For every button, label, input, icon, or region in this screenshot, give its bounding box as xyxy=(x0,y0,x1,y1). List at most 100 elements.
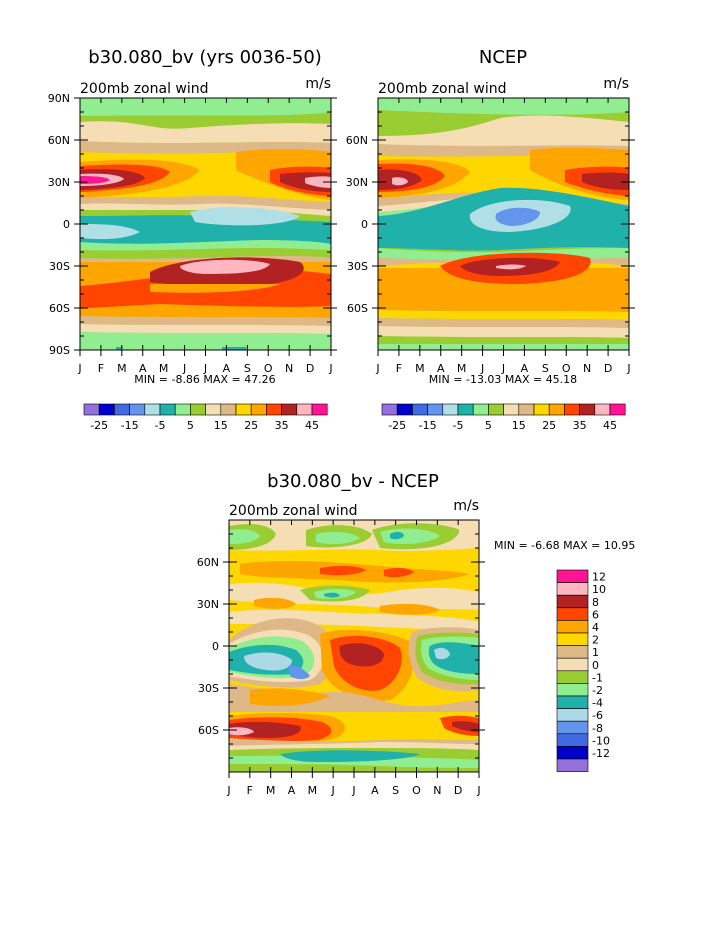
colorbar-label: 0 xyxy=(592,659,599,672)
x-tick-label: S xyxy=(542,362,549,375)
x-tick-label: J xyxy=(501,362,505,375)
colorbar-label: 10 xyxy=(592,583,606,596)
colorbar-swatch xyxy=(114,403,130,416)
colorbar-label: -25 xyxy=(90,419,108,432)
y-tick-label: 0 xyxy=(212,640,219,653)
colorbar-swatch xyxy=(472,403,489,416)
colorbar-label: -2 xyxy=(592,684,603,697)
colorbar-swatch xyxy=(159,403,176,416)
panel-model-title: b30.080_bv (yrs 0036-50) xyxy=(88,47,322,68)
colorbar-swatch xyxy=(556,657,589,672)
colorbar-swatch xyxy=(488,403,504,416)
colorbar-label: 25 xyxy=(542,419,556,432)
colorbar-swatch xyxy=(412,403,428,416)
colorbar-swatch xyxy=(427,403,444,416)
y-tick-label: 60S xyxy=(198,724,219,737)
panel-difference-contours xyxy=(229,520,479,772)
colorbar-swatch xyxy=(556,607,589,621)
colorbar-swatch xyxy=(556,569,589,583)
colorbar-swatch xyxy=(556,683,589,697)
panel-model-stats: MIN = -8.86 MAX = 47.26 xyxy=(134,373,275,386)
colorbar-label: 1 xyxy=(592,646,599,659)
colorbar-swatch xyxy=(556,620,589,634)
x-tick-label: J xyxy=(203,362,207,375)
x-tick-label: A xyxy=(371,784,379,797)
x-tick-label: F xyxy=(98,362,104,375)
panel-model-contours xyxy=(80,98,331,350)
panel-ncep-contours xyxy=(378,98,629,350)
colorbar-swatch xyxy=(556,695,589,709)
x-tick-label: M xyxy=(457,362,467,375)
colorbar-swatch xyxy=(296,403,313,416)
colorbar-swatch xyxy=(190,403,206,416)
panel-model-units: m/s xyxy=(305,76,331,92)
colorbar-swatch xyxy=(235,403,252,416)
colorbar-label: 35 xyxy=(573,419,587,432)
panel-difference-title: b30.080_bv - NCEP xyxy=(267,471,439,492)
x-tick-label: D xyxy=(306,362,314,375)
colorbar-label: 45 xyxy=(305,419,319,432)
panel-difference-y-ticks: 60N 30N 0 30S 60S xyxy=(197,533,485,759)
colorbar-swatch xyxy=(556,733,589,747)
y-tick-label: 30N xyxy=(346,176,368,189)
colorbar-label: 8 xyxy=(592,596,599,609)
colorbar-label: -12 xyxy=(592,747,610,760)
x-tick-label: J xyxy=(476,784,480,797)
colorbar-label: 5 xyxy=(485,419,492,432)
panel-ncep-y-ticks: 60N 30N 0 30S 60S xyxy=(346,111,635,337)
colorbar-label: 25 xyxy=(244,419,258,432)
x-tick-label: D xyxy=(454,784,462,797)
x-tick-label: A xyxy=(521,362,529,375)
colorbar-swatch xyxy=(556,632,589,646)
colorbar-label: 5 xyxy=(187,419,194,432)
x-tick-label: J xyxy=(351,784,355,797)
x-tick-label: O xyxy=(264,362,273,375)
colorbar-swatch xyxy=(594,403,611,416)
colorbar-swatch xyxy=(556,645,589,659)
panel-ncep-stats: MIN = -13.03 MAX = 45.18 xyxy=(429,373,577,386)
colorbar-swatch xyxy=(281,403,298,416)
x-tick-label: S xyxy=(244,362,251,375)
colorbar-swatch xyxy=(533,403,550,416)
x-tick-label: O xyxy=(562,362,571,375)
panel-ncep-title: NCEP xyxy=(479,47,527,68)
y-tick-label: 30S xyxy=(347,260,368,273)
x-tick-label: J xyxy=(182,362,186,375)
colorbar-swatch xyxy=(503,403,520,416)
panel-model-colorbar: -25 -15 -5 5 15 25 35 45 xyxy=(83,403,328,432)
colorbar-label: 6 xyxy=(592,608,599,621)
y-tick-label: 30S xyxy=(49,260,70,273)
panel-model-y-ticks: 90N 60N 30N 0 30S 60S 90S xyxy=(48,92,337,357)
colorbar-swatch xyxy=(556,594,589,609)
panel-difference-units: m/s xyxy=(453,498,479,514)
colorbar-swatch xyxy=(518,403,535,416)
colorbar-label: -25 xyxy=(388,419,406,432)
x-tick-label: A xyxy=(139,362,147,375)
colorbar-swatch xyxy=(250,403,267,416)
colorbar-swatch xyxy=(220,403,237,416)
colorbar-label: -10 xyxy=(592,734,610,747)
colorbar-label: 15 xyxy=(512,419,526,432)
colorbar-swatch xyxy=(129,403,146,416)
colorbar-swatch xyxy=(556,758,589,772)
y-tick-label: 60N xyxy=(346,134,368,147)
colorbar-label: 2 xyxy=(592,634,599,647)
colorbar-label: -6 xyxy=(592,709,603,722)
colorbar-swatch xyxy=(556,582,589,596)
panel-difference: b30.080_bv - NCEP xyxy=(197,471,636,797)
x-tick-label: M xyxy=(159,362,169,375)
colorbar-swatch xyxy=(266,403,282,416)
y-tick-label: 90N xyxy=(48,92,70,105)
y-tick-label: 90S xyxy=(49,344,70,357)
y-tick-label: 60N xyxy=(48,134,70,147)
x-tick-label: J xyxy=(375,362,379,375)
x-tick-label: A xyxy=(288,784,296,797)
colorbar-swatch xyxy=(381,403,398,416)
x-tick-label: M xyxy=(117,362,127,375)
x-tick-label: S xyxy=(392,784,399,797)
colorbar-swatch xyxy=(556,746,589,760)
panel-ncep: NCEP xyxy=(346,47,635,432)
colorbar-label: -15 xyxy=(121,419,139,432)
